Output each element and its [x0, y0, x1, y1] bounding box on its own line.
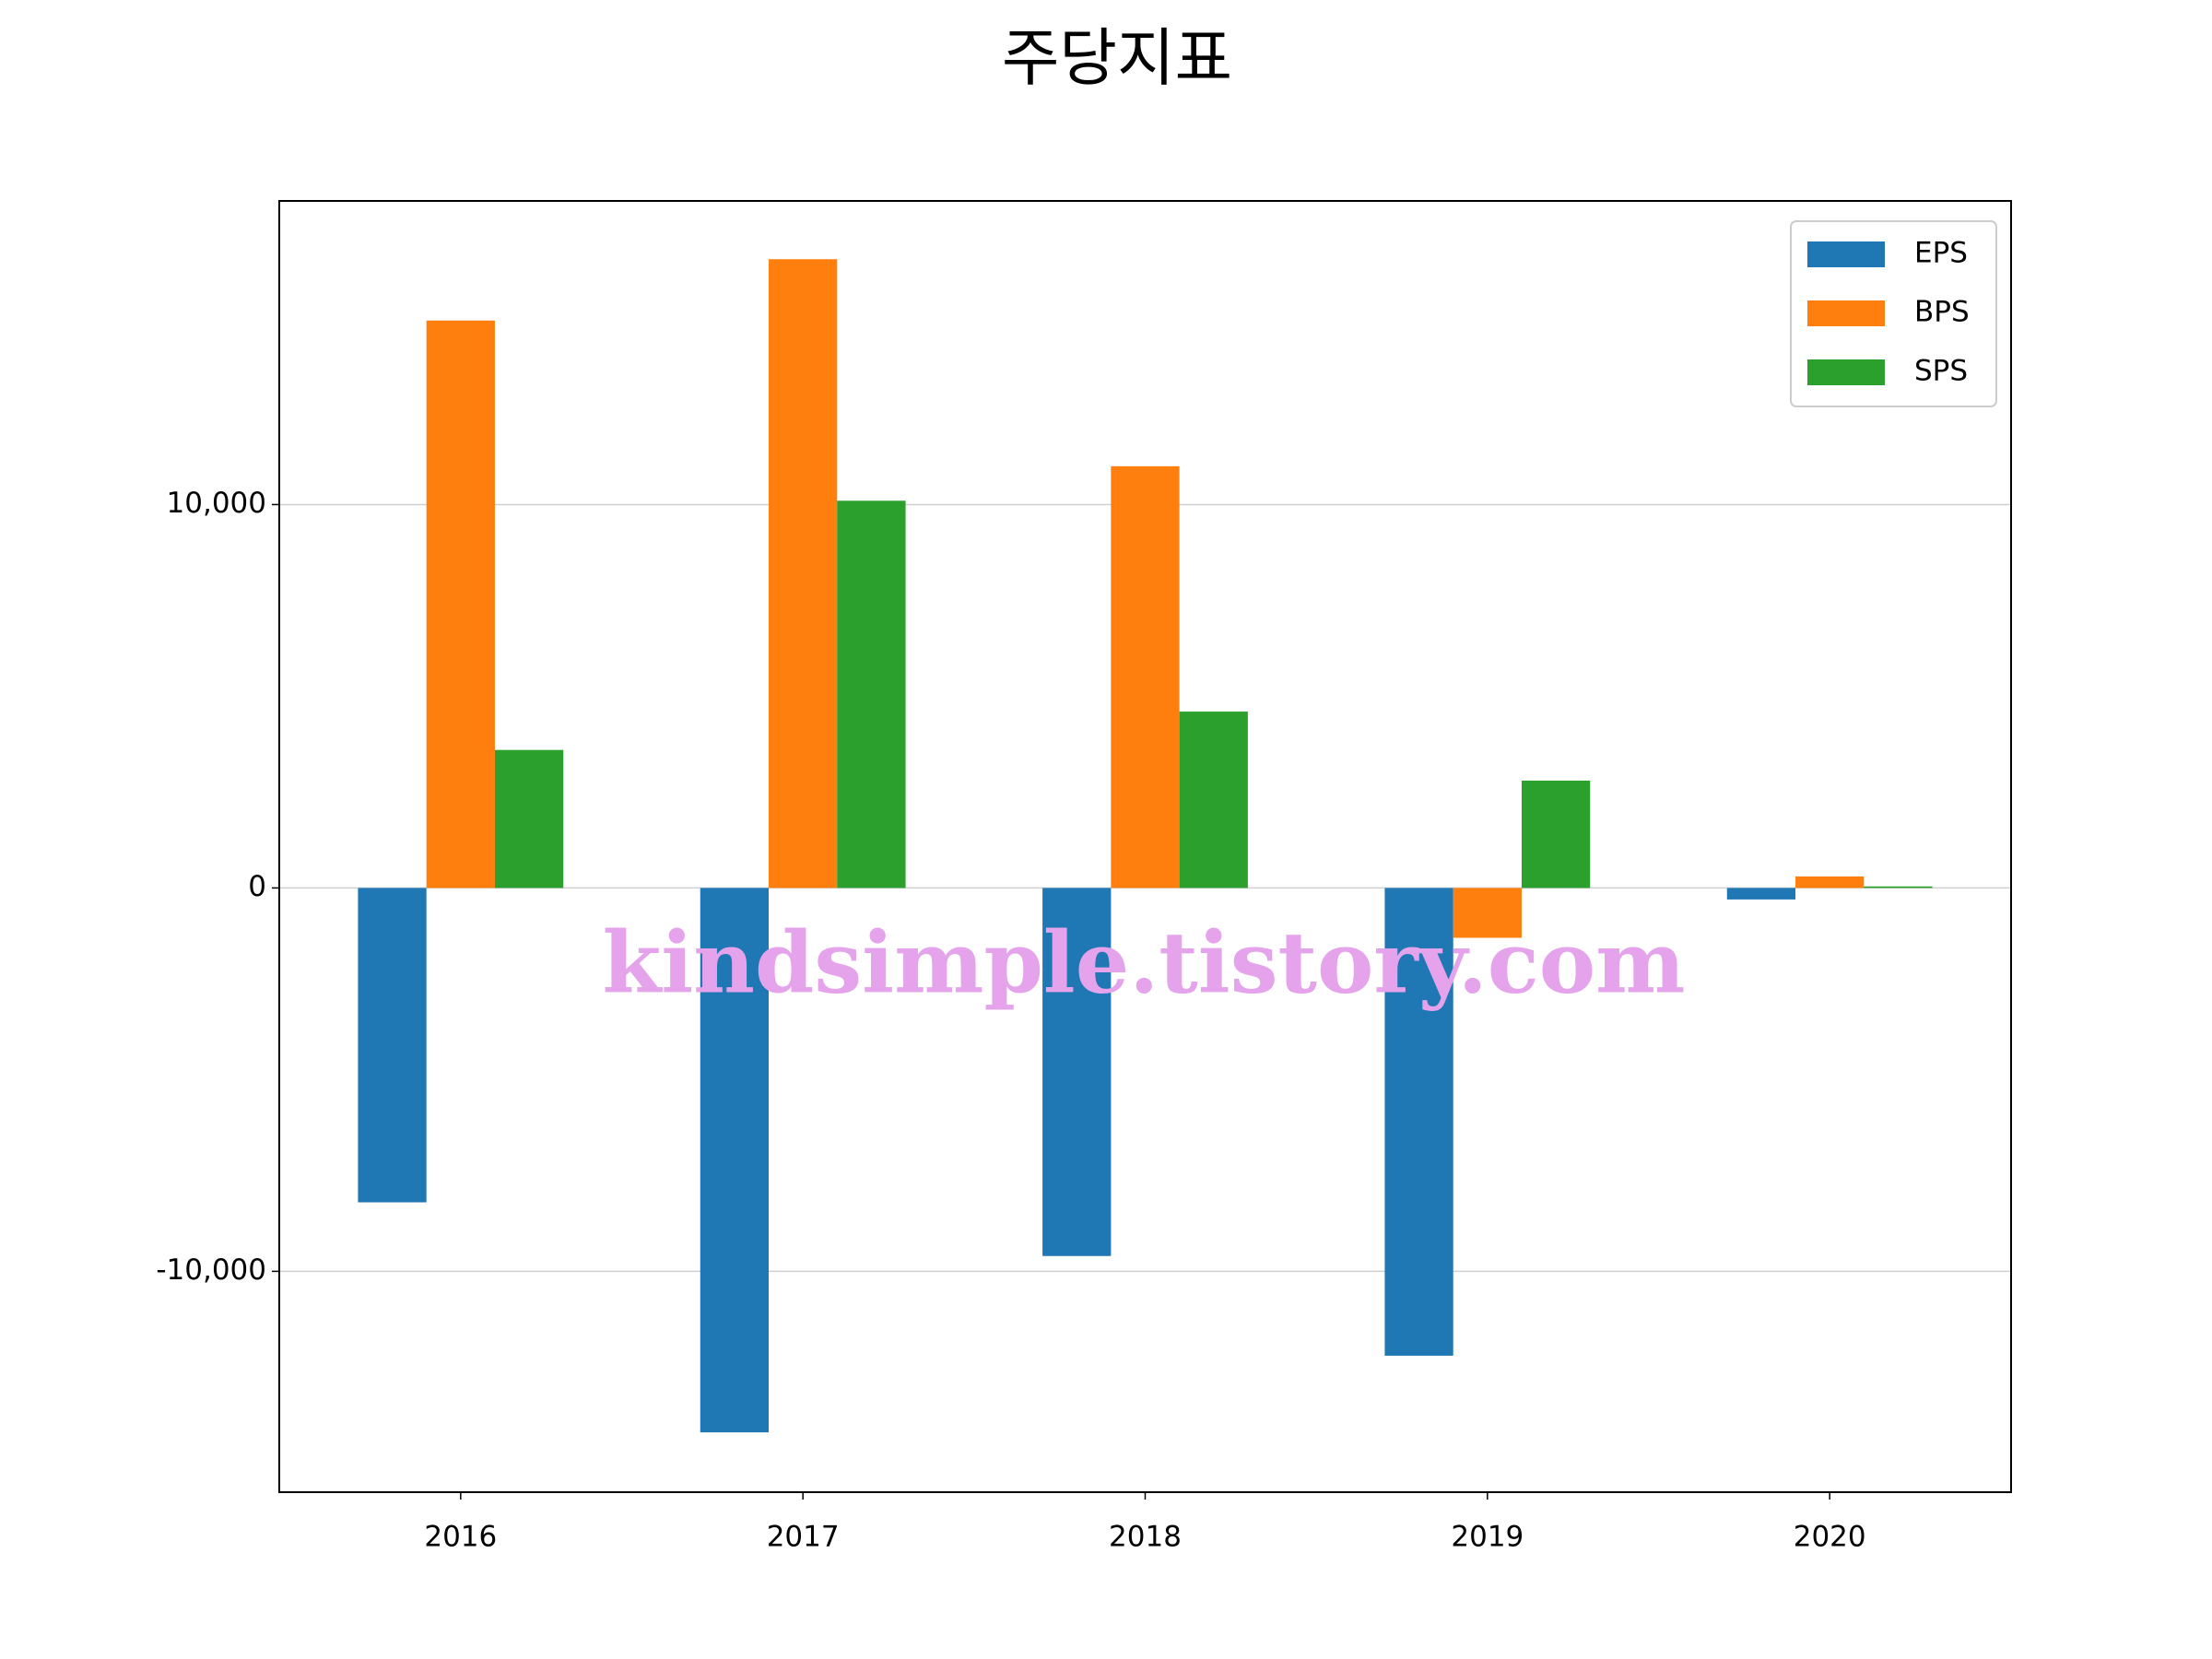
- bar: [700, 888, 770, 1433]
- y-tick-label: 10,000: [167, 487, 266, 520]
- bar: [1179, 712, 1248, 888]
- bar: [1795, 876, 1865, 888]
- legend-label: EPS: [1914, 237, 1968, 270]
- legend-swatch: [1807, 359, 1885, 385]
- bar: [1453, 888, 1522, 938]
- legend-label: BPS: [1914, 296, 1970, 329]
- watermark: kindsimple.tistory.com: [602, 913, 1685, 1013]
- bar: [1726, 888, 1796, 900]
- legend-label: SPS: [1914, 355, 1968, 388]
- bar: [1864, 886, 1933, 888]
- x-tick-label: 2018: [1109, 1521, 1182, 1554]
- bar: [426, 320, 495, 888]
- y-tick-label: -10,000: [156, 1253, 266, 1287]
- x-tick-label: 2019: [1451, 1521, 1524, 1554]
- legend-swatch: [1807, 241, 1885, 267]
- bar: [358, 888, 427, 1203]
- bar: [1384, 888, 1453, 1356]
- bar: [494, 749, 564, 888]
- chart-title: 주당지표: [1002, 23, 1232, 96]
- plot-frame: [278, 200, 2012, 1493]
- x-tick-label: 2017: [767, 1521, 840, 1554]
- y-tick-label: 0: [248, 870, 266, 903]
- bar: [837, 500, 906, 888]
- x-tick-label: 2020: [1794, 1521, 1866, 1554]
- legend-swatch: [1807, 300, 1885, 326]
- bar: [1111, 465, 1180, 888]
- bar: [1521, 780, 1591, 888]
- x-tick-label: 2016: [424, 1521, 497, 1554]
- bar: [1042, 888, 1112, 1256]
- bar: [769, 259, 838, 888]
